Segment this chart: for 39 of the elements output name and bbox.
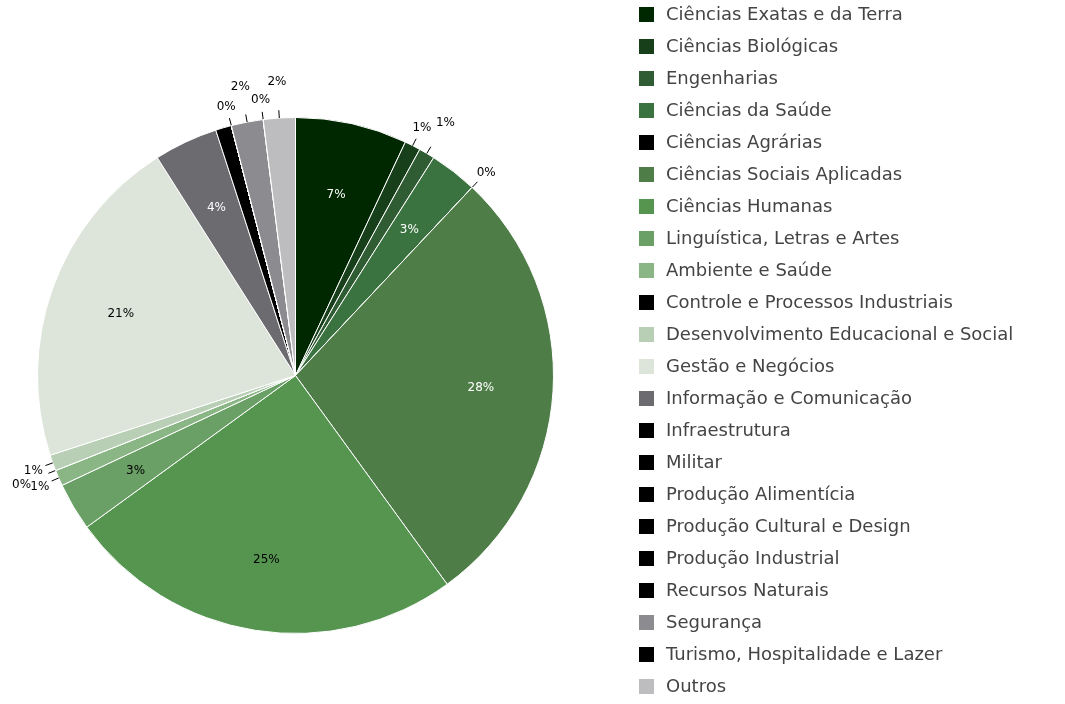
data-label: 2% — [230, 79, 250, 94]
data-label: 3% — [399, 221, 419, 236]
legend-label: Ciências Humanas — [666, 195, 833, 216]
legend-label: Linguística, Letras e Artes — [666, 227, 900, 248]
legend-label: Produção Industrial — [666, 547, 840, 568]
legend-label: Turismo, Hospitalidade e Lazer — [666, 643, 943, 664]
legend-label: Ambiente e Saúde — [666, 259, 832, 280]
data-label: 1% — [30, 479, 50, 494]
data-label: 1% — [412, 120, 432, 135]
legend-label: Militar — [666, 451, 723, 472]
legend-label: Controle e Processos Industriais — [666, 291, 953, 312]
data-label: 28% — [467, 380, 495, 395]
legend-label: Engenharias — [666, 67, 778, 88]
data-label: 4% — [206, 200, 226, 215]
legend-label: Outros — [666, 675, 727, 696]
legend-label: Ciências Sociais Aplicadas — [666, 163, 903, 184]
data-label: 25% — [253, 551, 280, 566]
data-label: 1% — [435, 114, 456, 129]
legend-label: Desenvolvimento Educacional e Social — [666, 323, 1014, 344]
data-label: 7% — [326, 187, 346, 202]
legend-label: Ciências Agrárias — [666, 131, 823, 152]
data-label: 3% — [126, 463, 146, 478]
legend-label: Recursos Naturais — [666, 579, 829, 600]
legend-label: Produção Cultural e Design — [666, 515, 911, 536]
legend-label: Informação e Comunicação — [666, 387, 912, 408]
text: 0% — [476, 165, 496, 180]
data-label: 2% — [267, 74, 287, 89]
text: 0% — [216, 98, 236, 113]
legend-label: Ciências Biológicas — [666, 35, 839, 56]
legend-label: Segurança — [666, 611, 763, 632]
text: 0% — [251, 92, 271, 107]
legend-label: Gestão e Negócios — [666, 355, 835, 376]
data-label: 1% — [23, 462, 43, 477]
legend-label: Ciências Exatas e da Terra — [666, 3, 903, 24]
data-label: 21% — [107, 305, 135, 320]
legend-label: Produção Alimentícia — [666, 483, 856, 504]
text: 0% — [12, 476, 32, 491]
legend-label: Infraestrutura — [666, 419, 791, 440]
legend-label: Ciências da Saúde — [666, 99, 832, 120]
